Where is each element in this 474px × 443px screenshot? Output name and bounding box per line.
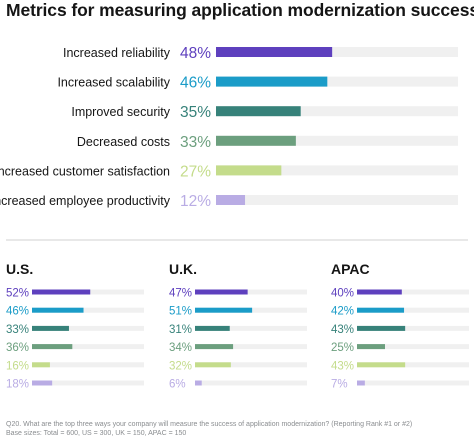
footnote: Q20. What are the top three ways your co… bbox=[6, 420, 412, 438]
bar bbox=[216, 47, 333, 57]
page-title: Metrics for measuring application modern… bbox=[6, 0, 474, 20]
region-bar bbox=[195, 344, 234, 350]
region-bar bbox=[32, 380, 53, 386]
category-label: Increased employee productivity bbox=[0, 194, 171, 208]
region-bar bbox=[195, 289, 248, 295]
region-value-label: 6% bbox=[169, 379, 186, 391]
region-bar bbox=[195, 307, 253, 313]
region-value-label: 25% bbox=[331, 342, 354, 354]
region-value-label: 32% bbox=[169, 360, 192, 372]
region-value-label: 43% bbox=[331, 324, 354, 336]
region-value-label: 33% bbox=[6, 324, 29, 336]
category-label: Increased reliability bbox=[63, 46, 171, 60]
region-bar bbox=[195, 362, 231, 368]
region-bar-track bbox=[357, 289, 469, 295]
region-bar bbox=[32, 362, 50, 368]
region-value-label: 31% bbox=[169, 324, 192, 336]
region-bar bbox=[195, 325, 230, 331]
region-bar-track bbox=[357, 362, 469, 368]
bar-track bbox=[216, 47, 458, 57]
region-value-label: 7% bbox=[331, 379, 348, 391]
region-value-label: 16% bbox=[6, 360, 29, 372]
region-bar bbox=[32, 289, 91, 295]
category-label: Improved security bbox=[71, 105, 170, 119]
region-bar-track bbox=[357, 325, 469, 331]
region-bar bbox=[32, 325, 69, 331]
value-label: 12% bbox=[180, 193, 211, 210]
region-value-label: 47% bbox=[169, 288, 192, 300]
region-value-label: 43% bbox=[331, 360, 354, 372]
value-label: 48% bbox=[180, 45, 211, 62]
region-title: APAC bbox=[331, 261, 370, 277]
region-bar bbox=[357, 380, 365, 386]
region-bar-track bbox=[357, 344, 469, 350]
region-value-label: 40% bbox=[331, 288, 354, 300]
region-bar bbox=[357, 307, 405, 313]
region-bar-track bbox=[32, 380, 144, 386]
region-bar-track bbox=[32, 307, 144, 313]
footnote-base-sizes: Base sizes: Total = 600, US = 300, UK = … bbox=[6, 430, 187, 437]
bar-track bbox=[216, 195, 458, 205]
category-label: Decreased costs bbox=[77, 135, 170, 149]
value-label: 33% bbox=[180, 134, 211, 151]
bar bbox=[216, 106, 301, 117]
region-value-label: 52% bbox=[6, 288, 29, 300]
region-bar-track bbox=[195, 380, 307, 386]
region-value-label: 42% bbox=[331, 306, 354, 318]
region-value-label: 51% bbox=[169, 306, 192, 318]
region-bar bbox=[357, 325, 406, 331]
region-bar-track bbox=[195, 362, 307, 368]
bar bbox=[216, 76, 328, 87]
region-bar-track bbox=[195, 344, 307, 350]
bar-track bbox=[216, 106, 458, 117]
region-value-label: 46% bbox=[6, 306, 29, 318]
bar bbox=[216, 195, 246, 205]
value-label: 27% bbox=[180, 163, 211, 180]
footnote-question: Q20. What are the top three ways your co… bbox=[6, 421, 413, 428]
region-bar-track bbox=[195, 289, 307, 295]
region-bar bbox=[357, 362, 406, 368]
region-value-label: 34% bbox=[169, 342, 192, 354]
region-bar-track bbox=[32, 344, 144, 350]
region-value-label: 36% bbox=[6, 342, 29, 354]
bar-track bbox=[216, 76, 458, 87]
region-bar bbox=[32, 307, 84, 313]
region-bar-track bbox=[32, 325, 144, 331]
region-bar bbox=[32, 344, 73, 350]
region-bar-track bbox=[357, 380, 469, 386]
category-label: Increased customer satisfaction bbox=[0, 164, 170, 178]
region-bar bbox=[357, 344, 385, 350]
region-bar-track bbox=[32, 362, 144, 368]
region-bar bbox=[195, 380, 202, 386]
region-bar bbox=[357, 289, 402, 295]
value-label: 46% bbox=[180, 75, 211, 92]
category-label: Increased scalability bbox=[57, 76, 170, 90]
bar-track bbox=[216, 135, 458, 146]
region-title: U.S. bbox=[6, 261, 33, 277]
region-value-label: 18% bbox=[6, 379, 29, 391]
value-label: 35% bbox=[180, 104, 211, 121]
region-title: U.K. bbox=[169, 261, 197, 277]
region-bar-track bbox=[195, 325, 307, 331]
bar-track bbox=[216, 165, 458, 176]
bar bbox=[216, 135, 296, 146]
bar bbox=[216, 165, 282, 176]
region-bar-track bbox=[357, 307, 469, 313]
